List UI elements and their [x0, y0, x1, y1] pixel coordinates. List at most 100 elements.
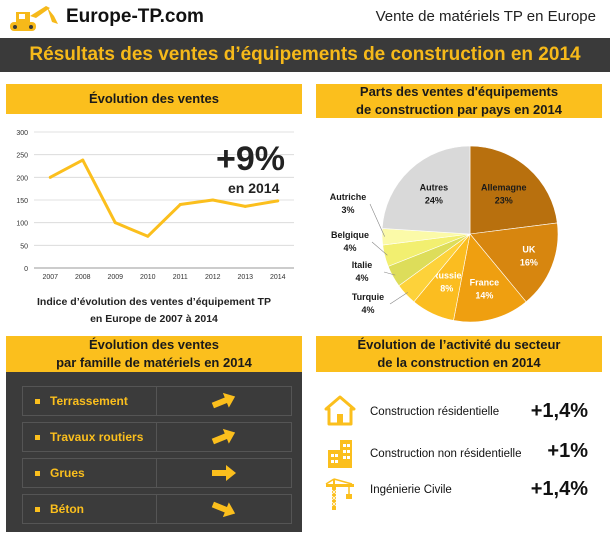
sales-chart-caption: Indice d’évolution des ventes d’équipeme…: [6, 294, 302, 328]
pie-leader-line: [389, 292, 408, 305]
pie-title-line1: Parts des ventes d'équipements: [359, 84, 559, 99]
data-point: [81, 158, 85, 162]
pie-slice-uk: [469, 222, 559, 303]
y-tick-label: 250: [16, 153, 28, 160]
y-tick-label: 300: [16, 130, 28, 137]
pie-leader-line: [369, 203, 385, 237]
site-tagline: Vente de matériels TP en Europe: [375, 8, 596, 25]
x-tick-label: 2008: [75, 274, 91, 281]
sales-caption-line1: Indice d’évolution des ventes d’équipeme…: [37, 296, 271, 308]
activity-value: +1%: [547, 440, 588, 462]
x-tick-label: 2012: [205, 274, 221, 281]
sales-panel-title-text: Évolution des ventes: [88, 91, 220, 106]
family-label: Béton: [50, 502, 84, 516]
house-icon: [324, 395, 356, 426]
pie-leader-line: [371, 241, 388, 256]
arrow-up-right-icon: [211, 392, 236, 409]
header: Europe-TP.com Vente de matériels TP en E…: [0, 0, 610, 38]
y-tick-label: 0: [24, 266, 28, 273]
sales-growth-value: +9%: [216, 140, 285, 178]
site-name[interactable]: Europe-TP.com: [66, 6, 204, 27]
pie-label: Turquie: [352, 292, 384, 302]
excavator-logo-icon: [10, 6, 58, 31]
x-tick-label: 2010: [140, 274, 156, 281]
pie-label: UK: [522, 244, 535, 254]
family-row-terrassement: Terrassement: [22, 386, 292, 416]
data-point: [178, 203, 182, 207]
pie-label: Allemagne: [481, 183, 527, 193]
activity-row-non-residential: Construction non résidentielle +1%: [318, 434, 608, 474]
pie-slice-allemagne: [469, 145, 558, 235]
x-tick-label: 2009: [107, 274, 123, 281]
family-title-line1: Évolution des ventes: [88, 337, 220, 352]
family-title-line2: par famille de matériels en 2014: [56, 355, 252, 370]
sales-growth-year: en 2014: [228, 180, 280, 196]
pie-value-label: 4%: [355, 273, 368, 283]
activity-row-residential: Construction résidentielle +1,4%: [318, 390, 608, 430]
pie-value-label: 14%: [475, 290, 493, 300]
data-point: [276, 199, 280, 203]
activity-title-line2: de la construction en 2014: [377, 355, 541, 370]
pie-slice-france: [453, 233, 527, 323]
data-point: [146, 234, 150, 238]
bullet-icon: [35, 398, 40, 404]
activity-label: Construction non résidentielle: [370, 448, 522, 460]
y-tick-label: 150: [16, 198, 28, 205]
family-label: Travaux routiers: [50, 430, 144, 444]
pie-leader-line: [383, 271, 396, 276]
x-tick-label: 2013: [237, 274, 253, 281]
pie-value-label: 23%: [495, 196, 513, 206]
pie-value-label: 8%: [440, 283, 453, 293]
x-tick-label: 2007: [42, 274, 58, 281]
pie-slice-autres: [381, 145, 471, 235]
x-tick-label: 2011: [173, 274, 188, 281]
family-row-grues: Grues: [22, 458, 292, 488]
data-point: [211, 198, 215, 202]
data-point: [113, 221, 117, 225]
page-title: Résultats des ventes d’équipements de co…: [0, 38, 610, 72]
family-row-travaux-routiers: Travaux routiers: [22, 422, 292, 452]
pie-value-label: 3%: [341, 205, 354, 215]
family-label: Terrassement: [50, 394, 128, 408]
y-tick-label: 100: [16, 221, 28, 228]
activity-label: Ingénierie Civile: [370, 484, 452, 496]
family-panel: Terrassement Travaux routiers Grues Béto…: [6, 372, 302, 532]
pie-title-line2: de construction par pays en 2014: [356, 102, 562, 117]
pie-value-label: 24%: [425, 196, 443, 206]
sales-caption-line2: en Europe de 2007 à 2014: [90, 313, 218, 325]
pie-label: France: [470, 277, 500, 287]
crane-icon: [325, 478, 354, 510]
pie-label: Autres: [420, 183, 449, 193]
arrow-up-right-icon: [211, 428, 236, 445]
y-tick-label: 200: [16, 175, 28, 182]
data-point: [243, 204, 247, 208]
sales-index-line: [49, 158, 278, 238]
country-pie-chart: Allemagne 23% UK 16% France 14% Russie 8% Turqui…: [330, 145, 559, 323]
building-icon: [328, 440, 352, 468]
bullet-icon: [35, 470, 40, 476]
data-point: [48, 175, 52, 179]
activity-title-line1: Évolution de l’activité du secteur: [357, 337, 561, 352]
pie-label: Russie: [432, 270, 462, 280]
pie-label: Autriche: [330, 192, 367, 202]
family-row-beton: Béton: [22, 494, 292, 524]
activity-row-civil-engineering: Ingénierie Civile +1,4%: [318, 474, 608, 514]
bullet-icon: [35, 434, 40, 440]
activity-value: +1,4%: [530, 400, 588, 422]
sales-panel-title: Évolution des ventes: [6, 84, 302, 114]
arrow-right-icon: [212, 465, 236, 481]
activity-value: +1,4%: [530, 478, 588, 500]
pie-value-label: 4%: [361, 305, 374, 315]
x-tick-label: 2014: [270, 274, 286, 281]
pie-value-label: 16%: [520, 257, 538, 267]
y-tick-label: 50: [20, 243, 28, 250]
family-label: Grues: [50, 466, 85, 480]
pie-label: Italie: [352, 260, 373, 270]
activity-panel-title: Évolution de l’activité du secteur de la…: [316, 336, 602, 372]
bullet-icon: [35, 506, 40, 512]
arrow-down-right-icon: [211, 501, 236, 518]
sales-line-chart: 0 50 100 150 200 250 300 2007 2008 2009 2010 2011 20…: [16, 130, 294, 281]
family-panel-title: Évolution des ventes par famille de maté…: [6, 336, 302, 372]
activity-label: Construction résidentielle: [370, 406, 500, 418]
pie-label: Belgique: [331, 230, 369, 240]
